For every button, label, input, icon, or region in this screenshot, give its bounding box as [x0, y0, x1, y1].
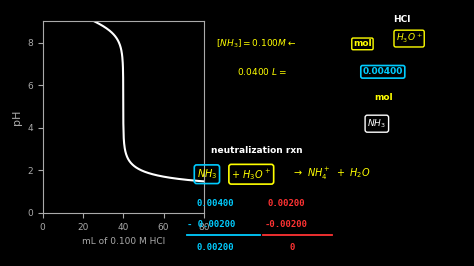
Text: $+\ H_3O^+$: $+\ H_3O^+$: [231, 167, 271, 182]
Text: 0: 0: [289, 243, 294, 252]
Text: mol: mol: [353, 39, 372, 48]
Text: 0.00400: 0.00400: [363, 67, 403, 76]
Text: $[NH_3] = 0.100M \leftarrow$: $[NH_3] = 0.100M \leftarrow$: [216, 38, 296, 50]
Y-axis label: pH: pH: [12, 109, 22, 125]
Text: 0.00200: 0.00200: [197, 243, 234, 252]
X-axis label: mL of 0.100 M HCl: mL of 0.100 M HCl: [82, 237, 165, 246]
Text: $H_3O^+$: $H_3O^+$: [396, 32, 422, 45]
Text: $NH_3$: $NH_3$: [197, 167, 217, 181]
Text: $NH_3$: $NH_3$: [367, 118, 386, 130]
Text: 0.00400: 0.00400: [197, 199, 234, 208]
Text: -0.00200: -0.00200: [264, 220, 308, 229]
Text: - 0.00200: - 0.00200: [187, 220, 236, 229]
Text: HCl: HCl: [393, 15, 411, 24]
Text: $\rightarrow\ NH_4^+\ +\ H_2O$: $\rightarrow\ NH_4^+\ +\ H_2O$: [292, 166, 370, 182]
Text: neutralization rxn: neutralization rxn: [211, 146, 302, 155]
Text: mol: mol: [374, 93, 393, 102]
Text: 0.00200: 0.00200: [268, 199, 305, 208]
Text: $0.0400\ L =$: $0.0400\ L =$: [237, 66, 287, 77]
